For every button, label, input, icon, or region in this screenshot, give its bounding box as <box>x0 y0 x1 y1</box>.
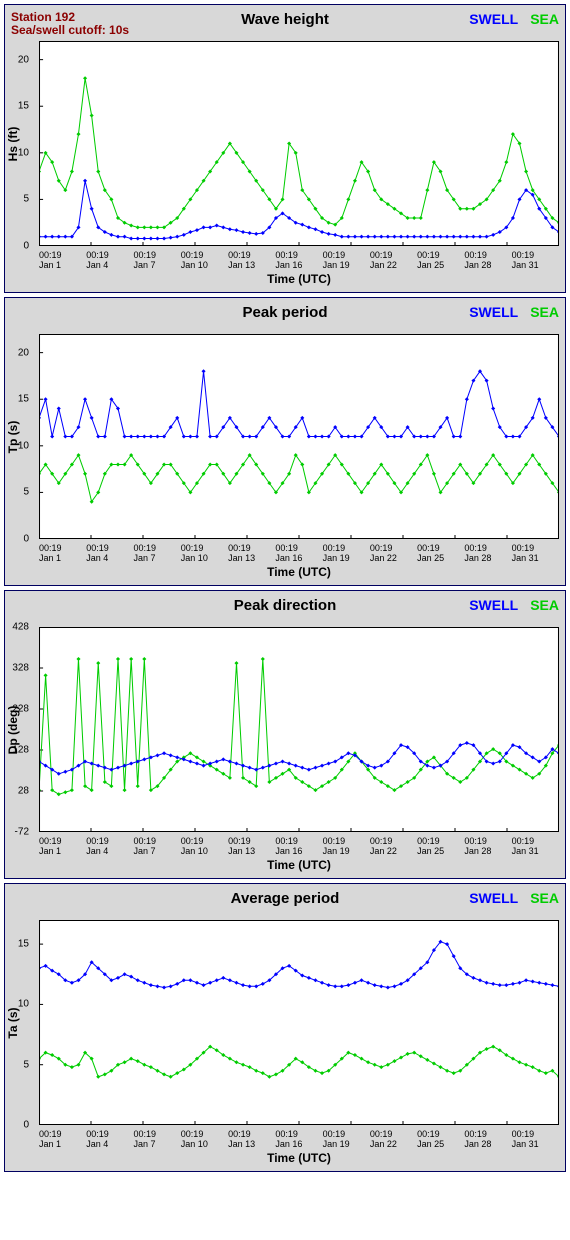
chart-panel: Peak direction SWELL SEA Dp (deg)-722812822… <box>4 590 566 879</box>
x-tick-label: 00:19Jan 25 <box>417 836 464 856</box>
x-tick-label: 00:19Jan 13 <box>228 1129 275 1149</box>
y-tick-label: 28 <box>18 786 29 797</box>
y-tick-label: 228 <box>12 704 29 715</box>
legend-swell: SWELL <box>469 890 518 906</box>
chart-panel: Peak period SWELL SEA Tp (s)05101520 00:19Ja… <box>4 297 566 586</box>
x-tick-label: 00:19Jan 22 <box>370 543 417 563</box>
y-tick-label: 10 <box>18 440 29 451</box>
x-tick-label: 00:19Jan 10 <box>181 543 228 563</box>
x-tick-label: 00:19Jan 16 <box>275 836 322 856</box>
legend-sea: SEA <box>530 304 559 320</box>
x-tick-label: 00:19Jan 31 <box>512 250 559 270</box>
y-tick-label: 5 <box>23 194 29 205</box>
chart-panel: Average periodSWELLSEATa (s)05101500:19J… <box>4 883 566 1172</box>
legend-sea: SEA <box>530 11 559 27</box>
x-tick-label: 00:19Jan 16 <box>275 1129 322 1149</box>
legend-sea: SEA <box>530 890 559 906</box>
x-tick-label: 00:19Jan 25 <box>417 543 464 563</box>
station-cutoff: Sea/swell cutoff: 10s <box>11 23 129 37</box>
x-axis-label: Time (UTC) <box>39 858 559 878</box>
chart-title: Wave height <box>182 11 388 28</box>
legend-swell: SWELL <box>469 597 518 613</box>
x-tick-label: 00:19Jan 19 <box>323 836 370 856</box>
chart-title: Average period <box>182 890 388 907</box>
y-tick-label: 328 <box>12 663 29 674</box>
x-tick-label: 00:19Jan 19 <box>323 250 370 270</box>
x-tick-label: 00:19Jan 7 <box>134 543 181 563</box>
x-tick-label: 00:19Jan 25 <box>417 250 464 270</box>
y-tick-label: 10 <box>18 999 29 1010</box>
x-tick-label: 00:19Jan 4 <box>86 1129 133 1149</box>
legend-swell: SWELL <box>469 11 518 27</box>
y-tick-label: 0 <box>23 1120 29 1131</box>
x-tick-label: 00:19Jan 4 <box>86 836 133 856</box>
station-id: Station 192 <box>11 10 75 24</box>
x-axis-label: Time (UTC) <box>39 1151 559 1171</box>
y-tick-label: 15 <box>18 394 29 405</box>
x-tick-label: 00:19Jan 22 <box>370 1129 417 1149</box>
y-tick-label: 5 <box>23 1059 29 1070</box>
y-axis-label: Ta (s) <box>6 1007 20 1038</box>
x-tick-label: 00:19Jan 28 <box>464 543 511 563</box>
plot-area: Tp (s)05101520 <box>39 334 559 539</box>
y-tick-label: 20 <box>18 54 29 65</box>
y-tick-label: 0 <box>23 241 29 252</box>
x-tick-label: 00:19Jan 31 <box>512 1129 559 1149</box>
x-tick-label: 00:19Jan 1 <box>39 1129 86 1149</box>
x-axis-label: Time (UTC) <box>39 272 559 292</box>
x-tick-label: 00:19Jan 7 <box>134 836 181 856</box>
x-tick-label: 00:19Jan 19 <box>323 543 370 563</box>
y-tick-label: -72 <box>15 827 29 838</box>
x-tick-label: 00:19Jan 10 <box>181 836 228 856</box>
y-tick-label: 10 <box>18 147 29 158</box>
x-tick-label: 00:19Jan 1 <box>39 836 86 856</box>
legend-sea: SEA <box>530 597 559 613</box>
x-tick-label: 00:19Jan 19 <box>323 1129 370 1149</box>
x-tick-label: 00:19Jan 4 <box>86 250 133 270</box>
chart-panel: Station 192Sea/swell cutoff: 10s Wave hei… <box>4 4 566 293</box>
legend-swell: SWELL <box>469 304 518 320</box>
x-tick-label: 00:19Jan 4 <box>86 543 133 563</box>
x-tick-label: 00:19Jan 28 <box>464 250 511 270</box>
x-tick-label: 00:19Jan 7 <box>134 1129 181 1149</box>
plot-area: Ta (s)051015 <box>39 920 559 1125</box>
x-tick-label: 00:19Jan 13 <box>228 250 275 270</box>
chart-title: Peak period <box>182 304 388 321</box>
x-tick-label: 00:19Jan 10 <box>181 1129 228 1149</box>
y-tick-label: 128 <box>12 745 29 756</box>
x-tick-label: 00:19Jan 13 <box>228 543 275 563</box>
plot-area: Dp (deg)-7228128228328428 <box>39 627 559 832</box>
y-tick-label: 5 <box>23 487 29 498</box>
x-tick-label: 00:19Jan 31 <box>512 543 559 563</box>
x-tick-label: 00:19Jan 25 <box>417 1129 464 1149</box>
x-tick-label: 00:19Jan 1 <box>39 543 86 563</box>
y-tick-label: 0 <box>23 534 29 545</box>
x-tick-label: 00:19Jan 1 <box>39 250 86 270</box>
x-tick-label: 00:19Jan 10 <box>181 250 228 270</box>
x-tick-label: 00:19Jan 16 <box>275 543 322 563</box>
x-tick-label: 00:19Jan 22 <box>370 250 417 270</box>
y-tick-label: 15 <box>18 101 29 112</box>
x-axis-label: Time (UTC) <box>39 565 559 585</box>
x-tick-label: 00:19Jan 28 <box>464 836 511 856</box>
y-tick-label: 15 <box>18 939 29 950</box>
x-tick-label: 00:19Jan 13 <box>228 836 275 856</box>
x-tick-label: 00:19Jan 7 <box>134 250 181 270</box>
plot-area: Hs (ft)05101520 <box>39 41 559 246</box>
chart-title: Peak direction <box>182 597 388 614</box>
x-tick-label: 00:19Jan 28 <box>464 1129 511 1149</box>
x-tick-label: 00:19Jan 31 <box>512 836 559 856</box>
y-tick-label: 20 <box>18 347 29 358</box>
y-tick-label: 428 <box>12 622 29 633</box>
x-tick-label: 00:19Jan 16 <box>275 250 322 270</box>
x-tick-label: 00:19Jan 22 <box>370 836 417 856</box>
